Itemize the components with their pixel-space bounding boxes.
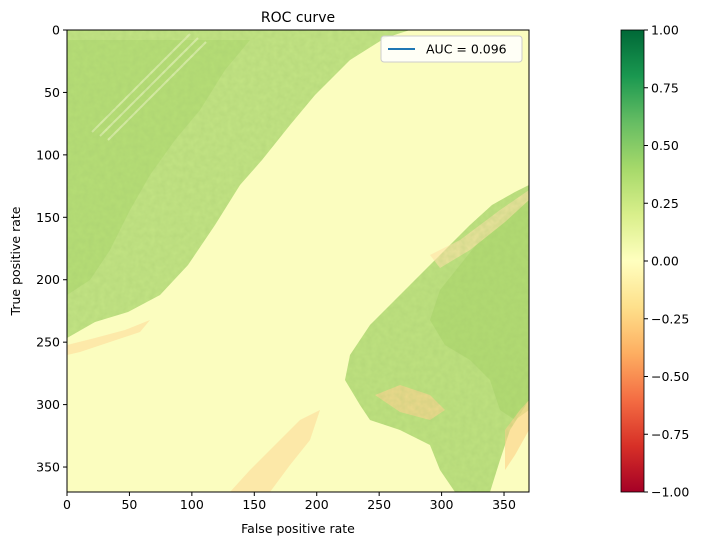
chart-title: ROC curve xyxy=(261,10,335,26)
y-tick-label: 350 xyxy=(36,460,60,475)
x-tick-label: 350 xyxy=(492,497,516,512)
x-tick-label: 250 xyxy=(367,497,391,512)
sediment-region-d xyxy=(505,400,529,470)
colorbar-gradient xyxy=(620,29,645,493)
colorbar-tick-label: 0.00 xyxy=(651,254,679,269)
x-tick-label: 0 xyxy=(63,497,71,512)
y-tick-label: 300 xyxy=(36,397,60,412)
colorbar-tick-label: −0.25 xyxy=(651,311,689,326)
colorbar: −1.00 −0.75 −0.50 −0.25 0.00 0.25 0.50 0.75 1.00 xyxy=(620,23,689,500)
sediment-region-e xyxy=(67,320,150,355)
colorbar-tick-label: 0.75 xyxy=(651,80,679,95)
legend: AUC = 0.096 xyxy=(380,35,523,63)
vegetation-texture-lower xyxy=(345,185,529,492)
colorbar-tick-label: 0.50 xyxy=(651,138,679,153)
sediment-region-a xyxy=(230,410,320,492)
vegetation-texture-upper xyxy=(67,30,410,338)
heatmap-image xyxy=(67,30,529,492)
legend-entry-label: AUC = 0.096 xyxy=(426,42,507,57)
y-axis-ticks: 0 50 100 150 200 250 300 350 xyxy=(36,23,67,475)
plot-frame xyxy=(66,29,530,493)
y-axis-label: True positive rate xyxy=(8,206,23,316)
y-tick-label: 0 xyxy=(52,23,60,38)
x-axis-label: False positive rate xyxy=(241,521,355,536)
x-axis-ticks: 0 50 100 150 200 250 300 350 xyxy=(63,492,516,512)
colorbar-tick-label: 0.25 xyxy=(651,196,679,211)
x-tick-label: 200 xyxy=(305,497,329,512)
colorbar-tick-label: −1.00 xyxy=(651,485,689,500)
colorbar-tick-label: −0.50 xyxy=(651,369,689,384)
colorbar-ticks: −1.00 −0.75 −0.50 −0.25 0.00 0.25 0.50 0.75 1.00 xyxy=(644,23,689,500)
x-tick-label: 150 xyxy=(242,497,266,512)
colorbar-tick-label: 1.00 xyxy=(651,23,679,38)
legend-box xyxy=(380,35,523,63)
x-tick-label: 100 xyxy=(180,497,204,512)
x-tick-label: 50 xyxy=(121,497,137,512)
y-tick-label: 200 xyxy=(36,272,60,287)
y-tick-label: 150 xyxy=(36,210,60,225)
y-tick-label: 100 xyxy=(36,147,60,162)
y-tick-label: 50 xyxy=(44,85,60,100)
y-tick-label: 250 xyxy=(36,335,60,350)
colorbar-tick-label: −0.75 xyxy=(651,427,689,442)
x-tick-label: 300 xyxy=(430,497,454,512)
